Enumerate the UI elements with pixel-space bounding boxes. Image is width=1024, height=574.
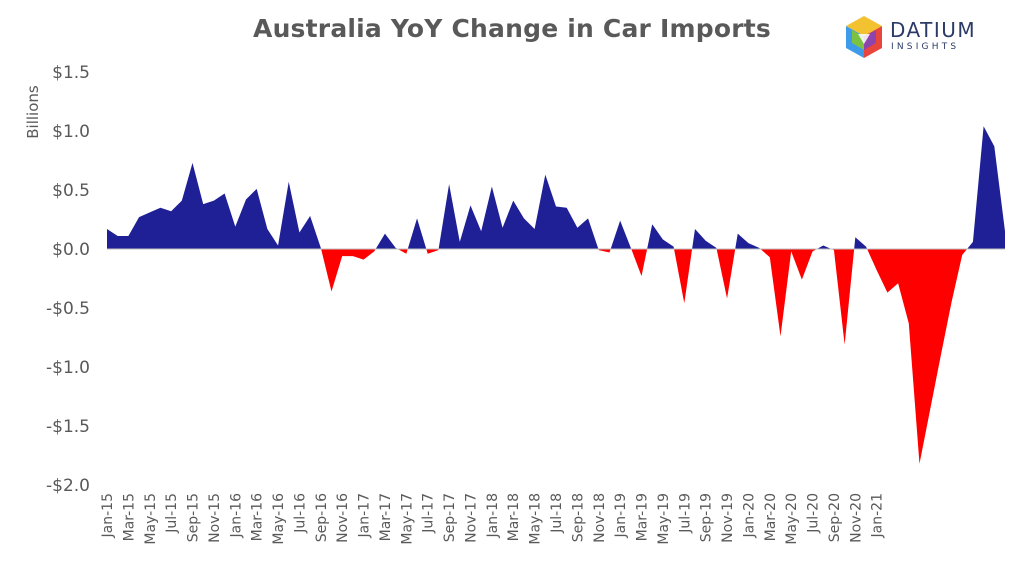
x-tick-label: Sep-17 bbox=[442, 493, 458, 542]
negative-area bbox=[598, 249, 611, 253]
x-tick-label: Jan-21 bbox=[870, 493, 886, 538]
negative-area bbox=[716, 249, 736, 299]
x-tick-label: Jan-20 bbox=[741, 493, 757, 538]
y-tick-label: -$1.0 bbox=[46, 358, 90, 378]
logo-subtitle: INSIGHTS bbox=[891, 42, 960, 52]
y-tick-label: $0.5 bbox=[52, 181, 90, 201]
negative-area bbox=[674, 249, 693, 304]
x-tick-label: Sep-16 bbox=[314, 493, 330, 542]
x-tick-label: Mar-17 bbox=[378, 493, 394, 541]
y-tick-label: $1.5 bbox=[52, 63, 90, 83]
positive-area bbox=[107, 162, 322, 249]
x-tick-label: Jan-19 bbox=[613, 493, 629, 538]
x-tick-label: Jan-18 bbox=[485, 493, 501, 538]
positive-area bbox=[375, 233, 398, 249]
x-tick-label: Mar-19 bbox=[635, 493, 651, 541]
positive-area bbox=[967, 126, 1005, 249]
y-tick-label: -$1.5 bbox=[46, 417, 90, 437]
x-tick-label: Nov-18 bbox=[592, 493, 608, 543]
negative-area bbox=[397, 249, 408, 254]
positive-area bbox=[407, 218, 427, 249]
y-tick-label: -$2.0 bbox=[46, 476, 90, 496]
x-tick-label: Jul-15 bbox=[164, 493, 180, 534]
negative-area bbox=[426, 249, 439, 254]
negative-area bbox=[631, 249, 648, 277]
x-tick-label: Mar-18 bbox=[506, 493, 522, 541]
x-tick-label: Jan-15 bbox=[100, 493, 116, 538]
x-tick-label: Nov-15 bbox=[207, 493, 223, 543]
chart-title: Australia YoY Change in Car Imports bbox=[253, 14, 771, 43]
x-tick-label: May-17 bbox=[399, 493, 415, 545]
y-tick-label: -$0.5 bbox=[46, 299, 90, 319]
x-tick-label: Sep-15 bbox=[186, 493, 202, 542]
positive-area bbox=[438, 174, 599, 249]
positive-area bbox=[816, 245, 832, 249]
x-tick-label: Mar-16 bbox=[250, 493, 266, 541]
x-tick-label: Jul-17 bbox=[421, 493, 437, 534]
x-tick-label: May-15 bbox=[143, 493, 159, 545]
x-tick-label: Jul-18 bbox=[549, 493, 565, 534]
x-tick-label: Mar-15 bbox=[121, 493, 137, 541]
x-tick-label: May-19 bbox=[656, 493, 672, 545]
x-tick-label: May-16 bbox=[271, 493, 287, 545]
x-tick-label: May-20 bbox=[784, 493, 800, 545]
positive-area bbox=[735, 233, 761, 249]
positive-area bbox=[610, 220, 632, 249]
x-tick-label: Sep-18 bbox=[570, 493, 586, 542]
x-tick-label: Nov-17 bbox=[463, 493, 479, 543]
y-axis-label: Billions bbox=[24, 85, 42, 139]
datium-logo: DATIUM INSIGHTS bbox=[842, 14, 992, 60]
series-layer bbox=[107, 126, 1005, 464]
x-tick-label: Jan-16 bbox=[228, 493, 244, 539]
x-tick-label: Jul-19 bbox=[677, 493, 693, 534]
positive-area bbox=[854, 237, 868, 249]
x-tick-label: Jul-20 bbox=[806, 493, 822, 534]
positive-area bbox=[647, 224, 675, 249]
x-tick-label: May-18 bbox=[528, 493, 544, 545]
y-tick-label: $1.0 bbox=[52, 122, 90, 142]
y-axis: $1.5 $1.0 $0.5 $0.0 -$0.5 -$1.0 -$1.5 -$2.0 bbox=[46, 63, 90, 496]
y-tick-label: $0.0 bbox=[52, 240, 90, 260]
positive-area bbox=[692, 228, 717, 249]
x-tick-label: Jan-17 bbox=[357, 493, 373, 538]
x-tick-label: Nov-19 bbox=[720, 493, 736, 543]
logo-wordmark: DATIUM bbox=[890, 18, 977, 42]
x-tick-label: Sep-19 bbox=[699, 493, 715, 542]
x-tick-label: Sep-20 bbox=[827, 493, 843, 542]
negative-area bbox=[760, 249, 817, 337]
x-tick-label: Jul-16 bbox=[292, 493, 308, 534]
negative-area bbox=[831, 249, 855, 345]
x-axis: Jan-15 Mar-15 May-15 Jul-15 Sep-15 Nov-15 Jan-… bbox=[100, 493, 886, 545]
x-tick-label: Mar-20 bbox=[763, 493, 779, 541]
negative-area bbox=[867, 249, 968, 464]
x-tick-label: Nov-16 bbox=[335, 493, 351, 543]
negative-area bbox=[321, 249, 376, 292]
logo-cube-icon bbox=[846, 16, 882, 58]
x-tick-label: Nov-20 bbox=[848, 493, 864, 543]
